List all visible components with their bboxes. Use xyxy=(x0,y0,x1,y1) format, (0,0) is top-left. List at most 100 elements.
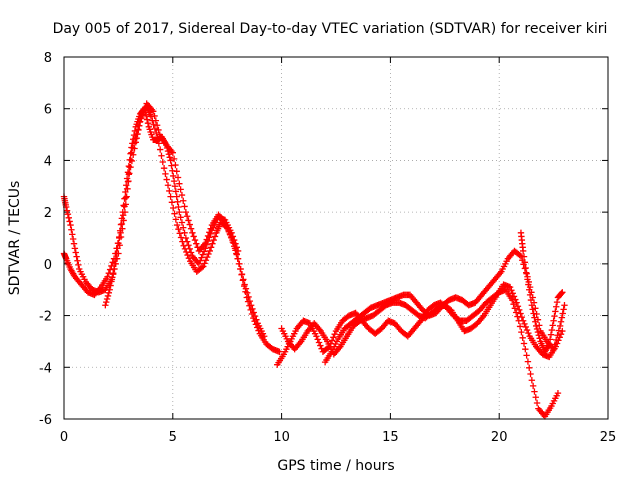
data-point xyxy=(202,257,210,264)
y-tick-label: 4 xyxy=(44,154,52,169)
data-point xyxy=(105,289,113,297)
data-point xyxy=(529,382,537,390)
data-point xyxy=(176,208,183,216)
data-point xyxy=(167,157,174,164)
data-point xyxy=(530,310,537,317)
data-point xyxy=(166,187,173,195)
data-point xyxy=(550,345,557,353)
data-point xyxy=(126,156,133,164)
data-point xyxy=(180,197,187,204)
data-point xyxy=(106,286,113,293)
data-point xyxy=(111,260,119,268)
data-point xyxy=(547,331,555,338)
data-point xyxy=(522,264,529,272)
data-point xyxy=(198,254,205,261)
data-point xyxy=(125,162,133,170)
data-point xyxy=(551,312,558,320)
data-point xyxy=(142,109,149,116)
data-point xyxy=(175,203,182,211)
data-point xyxy=(189,229,196,237)
data-point xyxy=(244,289,251,297)
data-point xyxy=(234,255,242,262)
data-point xyxy=(126,170,133,177)
data-point xyxy=(210,236,217,244)
data-point xyxy=(533,325,541,333)
data-point xyxy=(509,290,516,297)
data-point xyxy=(236,260,243,268)
data-point xyxy=(532,322,540,330)
data-point xyxy=(240,276,247,283)
data-point xyxy=(522,345,529,353)
data-point xyxy=(245,293,252,301)
data-point xyxy=(555,327,563,334)
data-point xyxy=(174,174,182,181)
data-point xyxy=(143,116,151,123)
x-tick-label: 0 xyxy=(60,430,68,445)
data-point xyxy=(508,287,515,294)
data-point xyxy=(526,291,534,299)
data-point xyxy=(172,188,180,195)
data-point xyxy=(534,328,542,336)
data-point xyxy=(548,326,556,334)
data-point xyxy=(251,312,259,320)
y-tick-label: -2 xyxy=(39,310,52,325)
data-point xyxy=(151,112,158,120)
data-point xyxy=(181,203,188,210)
data-point xyxy=(551,341,559,348)
data-point xyxy=(72,249,79,256)
data-point xyxy=(186,221,193,228)
data-point xyxy=(112,255,119,262)
data-point xyxy=(200,263,207,270)
data-point xyxy=(75,261,82,269)
data-point xyxy=(201,260,208,267)
data-point xyxy=(186,245,193,253)
data-point xyxy=(531,314,538,321)
data-point xyxy=(141,105,148,112)
data-point xyxy=(123,175,131,182)
y-tick-label: 6 xyxy=(44,103,52,118)
y-axis-label: SDTVAR / TECUs xyxy=(7,181,23,296)
data-point xyxy=(178,219,186,226)
data-point xyxy=(531,388,538,395)
data-point xyxy=(558,314,566,321)
data-point xyxy=(523,326,531,334)
data-point xyxy=(69,231,76,238)
y-tick-label: 0 xyxy=(44,258,52,273)
data-point xyxy=(260,333,268,340)
data-point xyxy=(118,215,126,222)
data-point xyxy=(250,309,257,316)
data-point xyxy=(204,237,212,245)
data-point xyxy=(117,221,125,228)
data-point xyxy=(173,221,181,229)
data-point xyxy=(172,216,180,223)
y-tick-label: 8 xyxy=(44,51,52,66)
data-point xyxy=(103,295,111,303)
data-point xyxy=(206,234,213,241)
data-point xyxy=(66,218,73,225)
data-point xyxy=(163,141,170,149)
chart-title: Day 005 of 2017, Sidereal Day-to-day VTE… xyxy=(53,21,608,37)
data-point xyxy=(528,302,536,309)
data-point xyxy=(155,126,162,134)
data-point xyxy=(536,335,543,342)
data-point xyxy=(519,334,526,342)
series-sat-track-7 xyxy=(517,229,566,355)
data-point xyxy=(180,224,187,231)
x-tick-label: 25 xyxy=(600,430,617,445)
data-point xyxy=(164,147,172,155)
data-point xyxy=(104,292,112,300)
data-point xyxy=(156,146,164,153)
data-point xyxy=(129,136,137,143)
data-point xyxy=(73,253,80,260)
data-point xyxy=(558,290,565,297)
x-tick-label: 10 xyxy=(273,430,290,445)
data-point xyxy=(64,211,72,218)
data-point xyxy=(177,214,184,221)
data-point xyxy=(202,245,209,252)
data-point xyxy=(553,298,561,306)
y-tick-label: -4 xyxy=(39,361,52,376)
data-point xyxy=(237,265,244,273)
data-point xyxy=(187,249,195,256)
data-point xyxy=(512,296,519,303)
data-point xyxy=(63,207,71,214)
